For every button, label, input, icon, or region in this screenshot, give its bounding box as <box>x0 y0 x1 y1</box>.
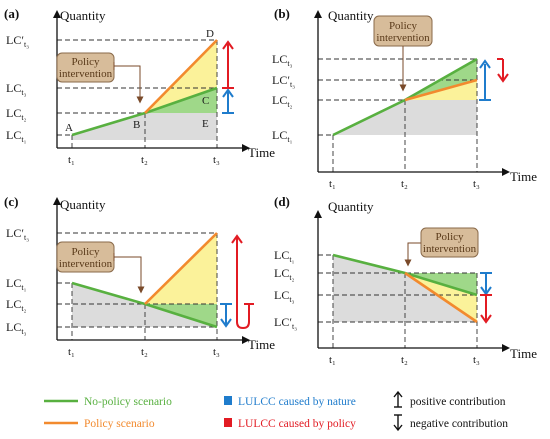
nature-bracket <box>220 303 232 328</box>
y-label: LCt₁ <box>6 128 27 144</box>
policy-line <box>144 232 218 305</box>
x-axis-title: Time <box>510 169 537 184</box>
guide-lines <box>318 58 478 172</box>
x-tick: t₃ <box>213 154 220 166</box>
panel-tag: (a) <box>4 6 19 21</box>
point-c: C <box>202 95 209 107</box>
legend-label: positive contribution <box>410 396 506 408</box>
policy-line <box>144 39 218 114</box>
x-axis-title: Time <box>510 346 537 361</box>
x-tick: t₁ <box>329 354 336 366</box>
x-axis-title: Time <box>248 337 275 352</box>
y-label: LCt₁ <box>272 128 293 144</box>
guide-lines <box>318 254 478 348</box>
policy-box-line: Policy <box>71 56 100 68</box>
policy-box-line: intervention <box>59 68 113 80</box>
x-tick: t₂ <box>401 354 408 366</box>
nature-bracket <box>480 272 492 296</box>
point-d: D <box>206 28 214 40</box>
y-label: LCt₁ <box>6 276 27 292</box>
y-axis-title: Quantity <box>60 197 106 212</box>
y-label: LCt₁ <box>274 248 295 264</box>
panel-b: (b) Quantity Time LCt₃ LC′t₃ LCt₂ LCt₁ t… <box>272 6 537 190</box>
y-axis-title: Quantity <box>60 8 106 23</box>
x-tick: t₃ <box>473 354 480 366</box>
y-label: LC′t₃ <box>274 315 297 331</box>
policy-arrow <box>404 242 421 267</box>
nature-bracket <box>479 59 491 101</box>
legend-no-policy: No-policy scenario <box>44 396 172 408</box>
guide-lines <box>57 39 218 148</box>
y-label: LCt₃ <box>272 52 293 68</box>
y-label: LCt₃ <box>274 288 295 304</box>
x-tick: t₂ <box>141 346 148 358</box>
grey-area <box>145 113 217 140</box>
y-label: LC′t₃ <box>272 73 295 89</box>
point-a: A <box>65 122 73 134</box>
legend-policy-effect: LULCC caused by policy <box>224 418 356 430</box>
y-axis-title: Quantity <box>328 8 374 23</box>
grey-area <box>333 255 477 322</box>
x-tick: t₃ <box>473 178 480 190</box>
legend-label: Policy scenario <box>84 418 155 430</box>
legend-label: No-policy scenario <box>84 396 172 408</box>
policy-bracket <box>480 294 492 324</box>
panel-c: (c) Quantity Time LC′t₃ LCt₁ LCt₂ LCt₃ t… <box>4 194 275 358</box>
policy-box-line: intervention <box>59 258 113 270</box>
nature-bracket <box>222 88 234 114</box>
panel-d: (d) Quantity Time LCt₁ LCt₂ LCt₃ LC′t₃ t… <box>274 194 537 366</box>
x-tick: t₂ <box>401 178 408 190</box>
y-label: LC′t₃ <box>6 33 29 49</box>
policy-line <box>404 78 478 102</box>
x-tick: t₃ <box>213 346 220 358</box>
y-axis-title: Quantity <box>328 199 374 214</box>
grey-area <box>405 100 477 135</box>
policy-bracket <box>497 58 509 83</box>
point-e: E <box>202 118 209 130</box>
x-tick: t₁ <box>68 154 75 166</box>
panel-a: (a) Quantity Time A B C D E LC′t₃ <box>4 6 275 166</box>
panel-tag: (c) <box>4 194 18 209</box>
guide-lines <box>57 232 218 340</box>
y-label: LCt₂ <box>272 93 293 109</box>
y-label: LCt₃ <box>6 81 27 97</box>
legend: No-policy scenario Policy scenario LULCC… <box>44 390 508 432</box>
legend-nature: LULCC caused by nature <box>224 396 356 408</box>
legend-label: negative contribution <box>410 418 508 430</box>
policy-bracket <box>222 40 234 89</box>
y-label: LCt₂ <box>6 106 27 122</box>
x-tick: t₁ <box>68 346 75 358</box>
panel-tag: (d) <box>274 194 290 209</box>
point-b: B <box>133 119 140 131</box>
policy-line <box>404 271 478 324</box>
x-axis-title: Time <box>248 145 275 160</box>
panel-tag: (b) <box>274 6 290 21</box>
legend-positive: positive contribution <box>393 390 506 408</box>
policy-bracket <box>231 234 254 330</box>
policy-box-line: intervention <box>376 32 430 44</box>
legend-negative: negative contribution <box>393 414 508 432</box>
legend-policy: Policy scenario <box>44 418 155 430</box>
policy-arrow <box>114 256 145 294</box>
y-label: LCt₃ <box>6 320 27 336</box>
policy-box-line: Policy <box>435 231 464 243</box>
policy-box-line: Policy <box>71 246 100 258</box>
y-label: LCt₂ <box>6 297 27 313</box>
legend-label: LULCC caused by nature <box>238 396 356 408</box>
legend-label: LULCC caused by policy <box>238 418 356 430</box>
x-tick: t₁ <box>329 178 336 190</box>
x-tick: t₂ <box>141 154 148 166</box>
nature-swatch <box>224 396 232 405</box>
y-label: LCt₂ <box>274 266 295 282</box>
policy-arrow <box>114 65 144 104</box>
policy-box-line: intervention <box>423 243 477 255</box>
policy-box-line: Policy <box>389 20 418 32</box>
y-label: LC′t₃ <box>6 226 29 242</box>
policy-swatch <box>224 418 232 427</box>
